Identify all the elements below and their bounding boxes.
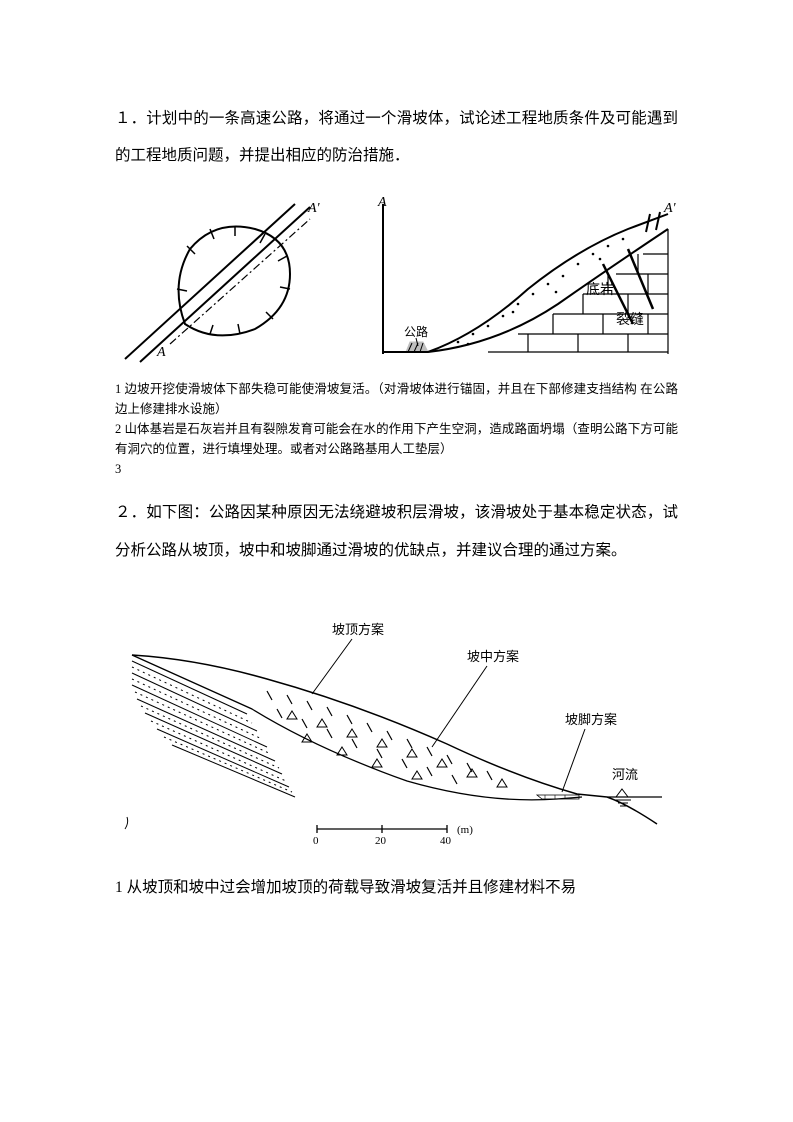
scale-0: 0 <box>313 835 319 847</box>
answer-1-line2: 2 山体基岩是石灰岩并且有裂隙发育可能会在水的作用下产生空洞，造成路面坍塌（查明… <box>115 419 678 459</box>
label-a-prime: A' <box>307 201 321 216</box>
label-scheme-foot: 坡脚方案 <box>565 712 617 727</box>
label-scheme-mid: 坡中方案 <box>467 649 519 664</box>
bedrock-hatch <box>132 661 295 797</box>
question-1: １．计划中的一条高速公路，将通过一个滑坡体，试论述工程地质条件及可能遇到的工程地… <box>115 100 678 174</box>
answer-1-line1: 1 边坡开挖使滑坡体下部失稳可能使滑坡复活。（对滑坡体进行锚固，并且在下部修建支… <box>115 379 678 419</box>
scale-bar: 0 20 40 (m) <box>313 824 473 847</box>
answer-2-line1: 1 从坡顶和坡中过会增加坡顶的荷载导致滑坡复活并且修建材料不易 <box>115 869 678 906</box>
question-2: ２．如下图：公路因某种原因无法绕避坡积层滑坡，该滑坡处于基本稳定状态，试分析公路… <box>115 494 678 568</box>
label-a: A <box>156 345 166 360</box>
figure-2-section: 河流 坡顶方案 坡中方案 坡脚方案 0 20 40 (m) <box>117 599 677 849</box>
label-rock2: 裂缝 <box>616 312 644 328</box>
label-road: 公路 <box>404 324 428 339</box>
label-rock1: 底岩 <box>586 282 614 298</box>
figure-1a-plan: A' A <box>115 194 345 364</box>
label-section-a-prime: A' <box>663 201 677 216</box>
scale-unit: (m) <box>457 824 473 836</box>
answer-1-line3: 3 <box>115 459 678 479</box>
figure-1b-section: A A' <box>368 194 678 364</box>
figure-row-1: A' A A A' <box>115 194 678 364</box>
scale-40: 40 <box>440 835 452 847</box>
label-river: 河流 <box>612 767 638 782</box>
label-scheme-top: 坡顶方案 <box>332 622 384 637</box>
label-section-a: A <box>377 195 387 210</box>
landslide-mass <box>267 691 507 787</box>
scale-20: 20 <box>375 835 387 847</box>
